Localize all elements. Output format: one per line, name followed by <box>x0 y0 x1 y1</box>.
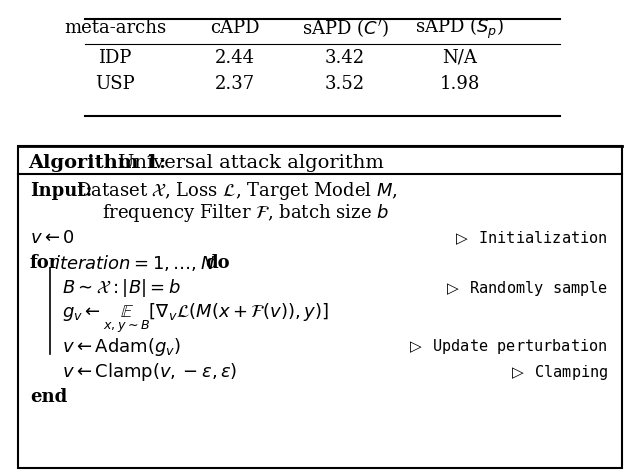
Text: $\triangleright\,$ Randomly sample: $\triangleright\,$ Randomly sample <box>446 278 608 298</box>
Text: USP: USP <box>95 75 135 93</box>
Text: 1.98: 1.98 <box>440 75 480 93</box>
Text: $v \leftarrow \mathrm{Clamp}(v, -\epsilon, \epsilon)$: $v \leftarrow \mathrm{Clamp}(v, -\epsilo… <box>62 361 237 383</box>
Text: do: do <box>205 254 230 272</box>
Text: sAPD ($C'$): sAPD ($C'$) <box>301 17 388 39</box>
Text: $g_v \leftarrow \underset{x,y\sim B}{\mathbb{E}}\left[\nabla_v \mathcal{L}(M(x +: $g_v \leftarrow \underset{x,y\sim B}{\ma… <box>62 301 329 335</box>
Text: 3.42: 3.42 <box>325 49 365 67</box>
Text: $v \leftarrow \mathrm{Adam}(g_v)$: $v \leftarrow \mathrm{Adam}(g_v)$ <box>62 336 181 358</box>
Text: $\triangleright\,$ Initialization: $\triangleright\,$ Initialization <box>456 229 608 247</box>
Text: $\triangleright\,$ Update perturbation: $\triangleright\,$ Update perturbation <box>410 337 608 357</box>
Text: 3.52: 3.52 <box>325 75 365 93</box>
Text: $\mathit{iteration} = 1, \ldots, N$: $\mathit{iteration} = 1, \ldots, N$ <box>54 253 215 273</box>
Text: sAPD ($S_p$): sAPD ($S_p$) <box>415 15 504 40</box>
Text: $B \sim \mathcal{X}: |B| = b$: $B \sim \mathcal{X}: |B| = b$ <box>62 277 181 299</box>
Text: 2.44: 2.44 <box>215 49 255 67</box>
Text: frequency Filter $\mathcal{F}$, batch size $b$: frequency Filter $\mathcal{F}$, batch si… <box>102 202 389 224</box>
Text: Algorithm 1:: Algorithm 1: <box>28 154 166 172</box>
Text: $\triangleright\,$ Clamping: $\triangleright\,$ Clamping <box>511 363 608 381</box>
Text: N/A: N/A <box>443 49 477 67</box>
Text: IDP: IDP <box>99 49 132 67</box>
Text: $v \leftarrow 0$: $v \leftarrow 0$ <box>30 229 75 247</box>
Text: Universal attack algorithm: Universal attack algorithm <box>118 154 384 172</box>
Text: Input:: Input: <box>30 182 92 200</box>
Text: 2.37: 2.37 <box>215 75 255 93</box>
Text: end: end <box>30 388 67 406</box>
Bar <box>18 146 622 468</box>
Text: meta-archs: meta-archs <box>64 19 166 37</box>
Text: Dataset $\mathcal{X}$, Loss $\mathcal{L}$, Target Model $M$,: Dataset $\mathcal{X}$, Loss $\mathcal{L}… <box>76 180 397 202</box>
Text: for: for <box>30 254 60 272</box>
Text: cAPD: cAPD <box>211 19 260 37</box>
